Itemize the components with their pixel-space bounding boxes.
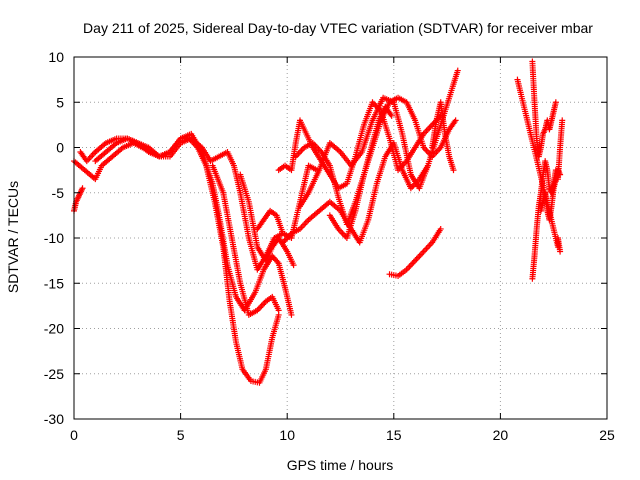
y-tick-label: 0 <box>56 140 64 156</box>
y-axis-label: SDTVAR / TECUs <box>5 181 21 293</box>
data-point <box>557 248 564 255</box>
data-point <box>552 99 559 106</box>
x-tick-label: 15 <box>386 427 402 443</box>
y-tick-label: -20 <box>44 321 64 337</box>
data-point <box>452 117 459 124</box>
data-point <box>559 117 566 124</box>
x-tick-label: 25 <box>599 427 615 443</box>
data-point <box>290 262 297 269</box>
y-tick-label: 10 <box>48 49 64 65</box>
y-tick-label: -10 <box>44 230 64 246</box>
data-point <box>79 185 86 192</box>
x-tick-label: 5 <box>177 427 185 443</box>
data-point <box>450 167 457 174</box>
y-tick-label: -5 <box>52 185 65 201</box>
y-tick-label: -30 <box>44 411 64 427</box>
x-axis-label: GPS time / hours <box>287 457 394 473</box>
data-point <box>288 311 295 318</box>
plot-frame <box>73 56 608 420</box>
data-point <box>557 171 564 178</box>
data-point <box>437 225 444 232</box>
data-point <box>388 112 395 119</box>
data-points <box>71 58 566 386</box>
data-point <box>454 67 461 74</box>
x-tick-label: 0 <box>70 427 78 443</box>
x-tick-label: 20 <box>493 427 509 443</box>
x-tick-label: 10 <box>279 427 295 443</box>
y-tick-label: 5 <box>56 94 64 110</box>
chart-title: Day 211 of 2025, Sidereal Day-to-day VTE… <box>83 20 593 36</box>
y-tick-label: -25 <box>44 366 64 382</box>
y-tick-label: -15 <box>44 275 64 291</box>
data-point <box>275 307 282 314</box>
